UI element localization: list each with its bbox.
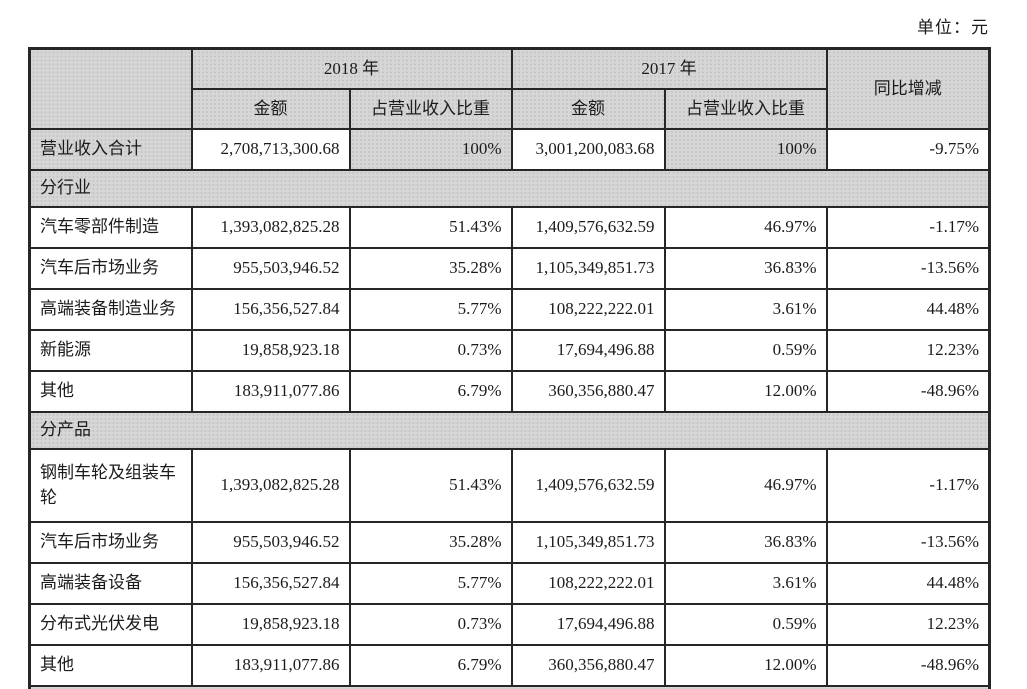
table-row: 高端装备制造业务 156,356,527.84 5.77% 108,222,222.0… (28, 287, 991, 331)
share-2018-header: 占营业收入比重 (348, 87, 513, 130)
yoy-cell: 44.48% (825, 561, 991, 605)
amount-2018-cell: 156,356,527.84 (190, 561, 351, 605)
share-2018-cell: 0.73% (348, 328, 513, 372)
amount-2017-cell: 108,222,222.01 (510, 287, 666, 331)
section-label: 分行业 (28, 168, 991, 208)
share-2018-cell: 51.43% (348, 205, 513, 249)
share-2018-cell: 5.77% (348, 561, 513, 605)
amount-2018-cell: 955,503,946.52 (190, 520, 351, 564)
share-2017-cell: 46.97% (663, 205, 828, 249)
share-2017-cell: 100% (663, 127, 828, 171)
row-label-cell: 汽车后市场业务 (28, 246, 193, 290)
yoy-header: 同比增减 (825, 47, 991, 130)
amount-2017-cell: 1,105,349,851.73 (510, 520, 666, 564)
table-row: 新能源 19,858,923.18 0.73% 17,694,496.88 0.59% 1… (28, 328, 991, 372)
section-row (28, 684, 991, 689)
row-label-cell: 营业收入合计 (28, 127, 193, 171)
table-row: 营业收入合计 2,708,713,300.68 100% 3,001,200,083.… (28, 127, 991, 171)
share-2018-cell: 100% (348, 127, 513, 171)
share-2017-cell: 3.61% (663, 287, 828, 331)
yoy-cell: -48.96% (825, 643, 991, 687)
yoy-cell: 12.23% (825, 328, 991, 372)
blank-header-cell (28, 47, 193, 130)
amount-2017-cell: 1,409,576,632.59 (510, 447, 666, 523)
share-2017-cell: 46.97% (663, 447, 828, 523)
year-2017-header: 2017 年 (510, 47, 828, 90)
amount-2017-cell: 17,694,496.88 (510, 602, 666, 646)
share-2018-cell: 51.43% (348, 447, 513, 523)
amount-2017-cell: 360,356,880.47 (510, 643, 666, 687)
yoy-cell: 12.23% (825, 602, 991, 646)
row-label-cell: 汽车后市场业务 (28, 520, 193, 564)
table-body: 营业收入合计 2,708,713,300.68 100% 3,001,200,083.… (28, 127, 991, 689)
amount-2017-cell: 108,222,222.01 (510, 561, 666, 605)
row-label-cell: 其他 (28, 643, 193, 687)
table-row: 汽车后市场业务 955,503,946.52 35.28% 1,105,349,851… (28, 520, 991, 564)
share-2017-cell: 0.59% (663, 328, 828, 372)
share-2017-cell: 12.00% (663, 369, 828, 413)
row-label-cell: 钢制车轮及组装车轮 (28, 447, 193, 523)
share-2017-header: 占营业收入比重 (663, 87, 828, 130)
table-row: 分布式光伏发电 19,858,923.18 0.73% 17,694,496.88 0.… (28, 602, 991, 646)
amount-2017-cell: 1,409,576,632.59 (510, 205, 666, 249)
share-2018-cell: 6.79% (348, 643, 513, 687)
table-row: 汽车零部件制造 1,393,082,825.28 51.43% 1,409,576,6… (28, 205, 991, 249)
yoy-cell: -1.17% (825, 447, 991, 523)
yoy-cell: -13.56% (825, 520, 991, 564)
amount-2018-cell: 156,356,527.84 (190, 287, 351, 331)
amount-2017-cell: 3,001,200,083.68 (510, 127, 666, 171)
year-2018-header: 2018 年 (190, 47, 513, 90)
yoy-cell: -13.56% (825, 246, 991, 290)
row-label-cell: 高端装备设备 (28, 561, 193, 605)
table-header: 2018 年 2017 年 同比增减 金额 占营业收入比重 金额 占营业收入比重 (28, 47, 991, 130)
row-label-cell: 新能源 (28, 328, 193, 372)
share-2018-cell: 35.28% (348, 520, 513, 564)
amount-2017-cell: 1,105,349,851.73 (510, 246, 666, 290)
amount-2018-cell: 19,858,923.18 (190, 328, 351, 372)
table-row: 其他 183,911,077.86 6.79% 360,356,880.47 12.00… (28, 369, 991, 413)
yoy-cell: 44.48% (825, 287, 991, 331)
sub-header-row: 金额 占营业收入比重 金额 占营业收入比重 (30, 87, 990, 130)
section-row: 分行业 (28, 168, 991, 208)
share-2017-cell: 36.83% (663, 520, 828, 564)
row-label-cell: 汽车零部件制造 (28, 205, 193, 249)
table-row: 钢制车轮及组装车轮 1,393,082,825.28 51.43% 1,409,576… (28, 447, 991, 523)
amount-2018-cell: 1,393,082,825.28 (190, 205, 351, 249)
yoy-cell: -48.96% (825, 369, 991, 413)
amount-2017-cell: 17,694,496.88 (510, 328, 666, 372)
amount-2018-cell: 183,911,077.86 (190, 643, 351, 687)
amount-2017-cell: 360,356,880.47 (510, 369, 666, 413)
amount-2017-header: 金额 (510, 87, 666, 130)
section-label (28, 684, 991, 689)
section-label: 分产品 (28, 410, 991, 450)
section-row: 分产品 (28, 410, 991, 450)
amount-2018-cell: 19,858,923.18 (190, 602, 351, 646)
share-2018-cell: 35.28% (348, 246, 513, 290)
table-row: 其他 183,911,077.86 6.79% 360,356,880.47 12.00… (28, 643, 991, 687)
share-2017-cell: 3.61% (663, 561, 828, 605)
amount-2018-cell: 2,708,713,300.68 (190, 127, 351, 171)
unit-label: 单位：元 (917, 18, 989, 37)
revenue-table: 2018 年 2017 年 同比增减 金额 占营业收入比重 金额 占营业收入比重… (28, 47, 991, 689)
share-2017-cell: 0.59% (663, 602, 828, 646)
amount-2018-header: 金额 (190, 87, 351, 130)
share-2018-cell: 5.77% (348, 287, 513, 331)
share-2018-cell: 6.79% (348, 369, 513, 413)
table-row: 高端装备设备 156,356,527.84 5.77% 108,222,222.01 3… (28, 561, 991, 605)
amount-2018-cell: 183,911,077.86 (190, 369, 351, 413)
yoy-cell: -1.17% (825, 205, 991, 249)
share-2017-cell: 36.83% (663, 246, 828, 290)
amount-2018-cell: 1,393,082,825.28 (190, 447, 351, 523)
year-header-row: 2018 年 2017 年 同比增减 (28, 47, 991, 130)
row-label-cell: 分布式光伏发电 (28, 602, 193, 646)
table-row: 汽车后市场业务 955,503,946.52 35.28% 1,105,349,851… (28, 246, 991, 290)
row-label-cell: 高端装备制造业务 (28, 287, 193, 331)
share-2018-cell: 0.73% (348, 602, 513, 646)
amount-2018-cell: 955,503,946.52 (190, 246, 351, 290)
share-2017-cell: 12.00% (663, 643, 828, 687)
yoy-cell: -9.75% (825, 127, 991, 171)
row-label-cell: 其他 (28, 369, 193, 413)
